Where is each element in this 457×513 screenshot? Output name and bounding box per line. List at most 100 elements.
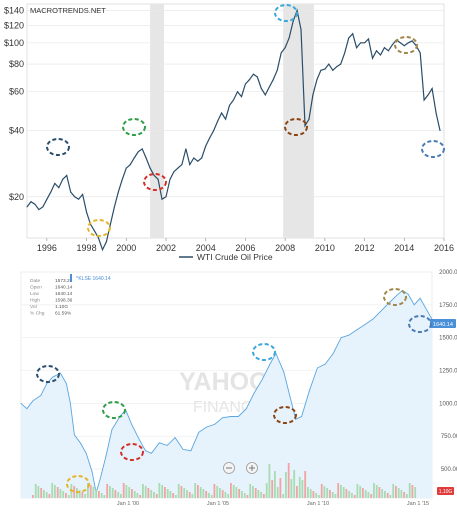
data-point bbox=[423, 99, 425, 101]
info-value: 1573.29 bbox=[55, 278, 73, 284]
data-point bbox=[91, 471, 93, 473]
x-tick-label: 2014 bbox=[394, 243, 414, 253]
volume-bar bbox=[109, 486, 111, 498]
volume-bar bbox=[106, 484, 109, 498]
data-point bbox=[336, 66, 338, 68]
volume-bar bbox=[59, 489, 62, 498]
annotation-circle bbox=[274, 4, 298, 22]
annotation-circle bbox=[383, 288, 407, 306]
volume-bar bbox=[345, 489, 348, 498]
volume-bar bbox=[210, 495, 213, 498]
data-point bbox=[26, 408, 28, 410]
volume-bar bbox=[315, 493, 318, 498]
data-point bbox=[352, 33, 354, 35]
volume-bar bbox=[208, 493, 210, 498]
volume-bar bbox=[205, 491, 208, 498]
data-point bbox=[332, 353, 334, 354]
volume-bar bbox=[125, 485, 128, 498]
data-point bbox=[158, 442, 160, 444]
data-point bbox=[300, 28, 302, 30]
volume-bar bbox=[153, 492, 155, 498]
data-point bbox=[74, 196, 76, 198]
x-tick-label: 2010 bbox=[315, 243, 335, 253]
data-point bbox=[60, 372, 61, 374]
data-point bbox=[439, 129, 441, 131]
data-point bbox=[364, 324, 366, 325]
volume-bar bbox=[287, 463, 290, 498]
volume-bar bbox=[54, 485, 56, 498]
volume-bar bbox=[406, 494, 408, 498]
data-point bbox=[139, 439, 140, 441]
data-point bbox=[182, 448, 184, 450]
x-tick-label: Jan 1 '15 bbox=[407, 501, 429, 507]
data-point bbox=[368, 38, 370, 40]
volume-bar bbox=[389, 495, 392, 498]
data-point bbox=[229, 104, 231, 106]
data-point bbox=[348, 37, 350, 39]
data-point bbox=[348, 334, 350, 336]
data-point bbox=[372, 318, 374, 320]
y-tick-label: 500.00 bbox=[441, 467, 457, 473]
volume-bar bbox=[397, 488, 400, 498]
volume-bar bbox=[76, 488, 78, 498]
x-tick-label: Jan 1 '05 bbox=[207, 501, 229, 507]
y-tick-label: $140 bbox=[4, 6, 24, 16]
volume-bar bbox=[180, 486, 183, 498]
volume-bar bbox=[202, 489, 205, 498]
volume-bar bbox=[257, 490, 260, 498]
volume-bar bbox=[279, 478, 282, 498]
data-point bbox=[308, 118, 310, 120]
annotation-circle bbox=[87, 219, 111, 237]
volume-bar bbox=[323, 486, 326, 498]
data-point bbox=[396, 295, 397, 297]
data-point bbox=[261, 379, 263, 381]
volume-bar bbox=[169, 491, 172, 498]
data-point bbox=[189, 164, 191, 166]
volume-bar bbox=[301, 480, 304, 498]
volume-bar bbox=[241, 491, 243, 498]
volume-bar bbox=[48, 494, 51, 498]
volume-bar bbox=[337, 483, 340, 498]
volume-tag bbox=[437, 487, 454, 495]
volume-bar bbox=[136, 493, 139, 498]
volume-bar bbox=[73, 486, 76, 498]
volume-bar bbox=[194, 483, 197, 498]
data-point bbox=[209, 137, 211, 139]
volume-bar bbox=[290, 479, 293, 498]
data-point bbox=[145, 157, 147, 159]
data-point bbox=[20, 402, 22, 404]
data-point bbox=[316, 79, 318, 81]
data-point bbox=[54, 182, 56, 184]
x-tick-label: 2016 bbox=[434, 243, 454, 253]
x-tick-label: 2006 bbox=[235, 243, 255, 253]
annotation-circle bbox=[46, 138, 70, 156]
data-point bbox=[240, 96, 242, 98]
data-point bbox=[157, 178, 159, 180]
volume-bar bbox=[131, 489, 133, 498]
data-point bbox=[391, 44, 393, 46]
data-point bbox=[340, 63, 342, 65]
data-point bbox=[268, 86, 270, 88]
volume-bar bbox=[362, 488, 364, 498]
volume-bar bbox=[268, 464, 271, 498]
info-value: 61.59% bbox=[55, 311, 72, 317]
watermark-label: MACROTRENDS.NET bbox=[30, 6, 106, 15]
data-point bbox=[252, 73, 254, 75]
data-point bbox=[214, 424, 216, 425]
data-point bbox=[425, 308, 427, 310]
current-value-label: 1640.14 bbox=[433, 322, 453, 328]
data-point bbox=[46, 198, 48, 200]
data-point bbox=[70, 191, 72, 193]
data-point bbox=[26, 206, 28, 208]
volume-bar bbox=[307, 487, 309, 498]
annotation-circle bbox=[122, 118, 146, 136]
volume-bar bbox=[320, 484, 323, 498]
volume-bar bbox=[142, 484, 144, 498]
volume-bar bbox=[274, 471, 276, 498]
data-point bbox=[131, 424, 133, 425]
volume-label: 1.10G bbox=[439, 489, 453, 495]
volume-bar bbox=[164, 487, 166, 498]
volume-bar bbox=[56, 487, 59, 498]
data-point bbox=[40, 395, 42, 396]
data-point bbox=[245, 408, 247, 410]
